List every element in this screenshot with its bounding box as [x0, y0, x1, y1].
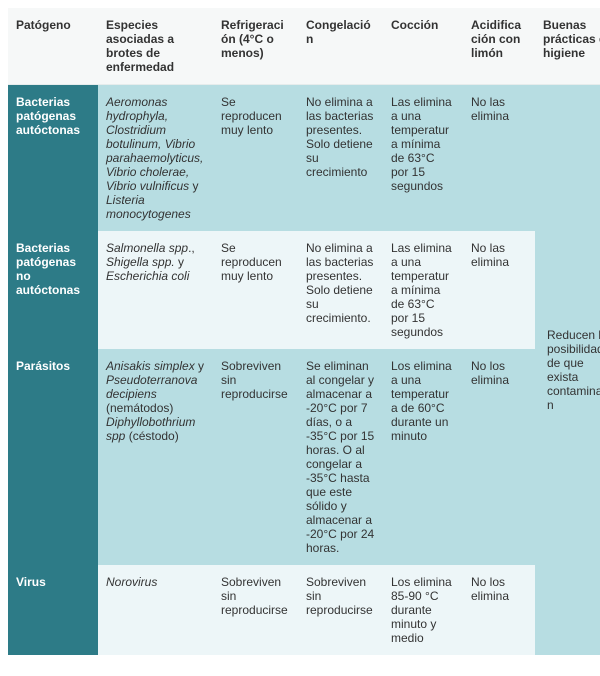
cell-species: Salmonella spp., Shigella spp. y Escheri… [98, 231, 213, 349]
cell-acid: No los elimina [463, 349, 535, 565]
cell-pathogen: Parásitos [8, 349, 98, 565]
cell-species: Norovirus [98, 565, 213, 655]
species-text: (nemátodos) [106, 401, 173, 415]
species-text: Escherichia coli [106, 269, 189, 283]
table-header-row: Patógeno Especies asociadas a brotes de … [8, 8, 600, 85]
table-row: Bacterias patógenas autóctonas Aeromonas… [8, 85, 600, 232]
col-acid: Acidificación con limón [463, 8, 535, 85]
cell-pathogen: Virus [8, 565, 98, 655]
col-cooking: Cocción [383, 8, 463, 85]
species-text: Anisakis simplex [106, 359, 195, 373]
cell-freezing: No elimina a las bacterias presentes. So… [298, 231, 383, 349]
species-text: Norovirus [106, 575, 157, 589]
cell-cooking: Las elimina a una temperatura mínima de … [383, 85, 463, 232]
cell-refrigeration: Sobreviven sin reproducirse [213, 565, 298, 655]
cell-acid: No las elimina [463, 85, 535, 232]
species-text: Salmonella spp [106, 241, 188, 255]
cell-freezing: No elimina a las bacterias presentes. So… [298, 85, 383, 232]
col-hygiene: Buenas prácticas de higiene [535, 8, 600, 85]
cell-cooking: Las elimina a una temperatura mínima de … [383, 231, 463, 349]
cell-cooking: Los elimina a una temperatura de 60°C du… [383, 349, 463, 565]
cell-pathogen: Bacterias patógenas no autóctonas [8, 231, 98, 349]
cell-acid: No las elimina [463, 231, 535, 349]
cell-refrigeration: Se reproducen muy lento [213, 85, 298, 232]
cell-species: Aeromonas hydrophyla, Clostridium botuli… [98, 85, 213, 232]
cell-refrigeration: Se reproducen muy lento [213, 231, 298, 349]
cell-pathogen: Bacterias patógenas autóctonas [8, 85, 98, 232]
species-text: y [175, 255, 184, 269]
species-text: Shigella spp. [106, 255, 175, 269]
cell-species: Anisakis simplex y Pseudoterranova decip… [98, 349, 213, 565]
table-row: Parásitos Anisakis simplex y Pseudoterra… [8, 349, 600, 565]
col-species: Especies asociadas a brotes de enfermeda… [98, 8, 213, 85]
pathogen-table: Patógeno Especies asociadas a brotes de … [8, 8, 600, 655]
species-text: Listeria monocytogenes [106, 193, 191, 221]
col-refrigeration: Refrigeración (4°C o menos) [213, 8, 298, 85]
col-pathogen: Patógeno [8, 8, 98, 85]
species-text: (céstodo) [125, 429, 178, 443]
cell-freezing: Sobreviven sin reproducirse [298, 565, 383, 655]
col-freezing: Congelación [298, 8, 383, 85]
cell-cooking: Los elimina 85-90 °C durante minuto y me… [383, 565, 463, 655]
species-text: y [189, 179, 198, 193]
species-text: ., [188, 241, 195, 255]
cell-freezing: Se eliminan al congelar y almacenar a -2… [298, 349, 383, 565]
species-text: Pseudoterranova decipiens [106, 373, 197, 401]
cell-hygiene: Reducen la posibilidad de que exista con… [535, 85, 600, 656]
table-row: Bacterias patógenas no autóctonas Salmon… [8, 231, 600, 349]
species-text: y [195, 359, 204, 373]
cell-refrigeration: Sobreviven sin reproducirse [213, 349, 298, 565]
table-row: Virus Norovirus Sobreviven sin reproduci… [8, 565, 600, 655]
cell-acid: No los elimina [463, 565, 535, 655]
hygiene-text: Reducen la posibilidad de que exista con… [543, 328, 600, 412]
